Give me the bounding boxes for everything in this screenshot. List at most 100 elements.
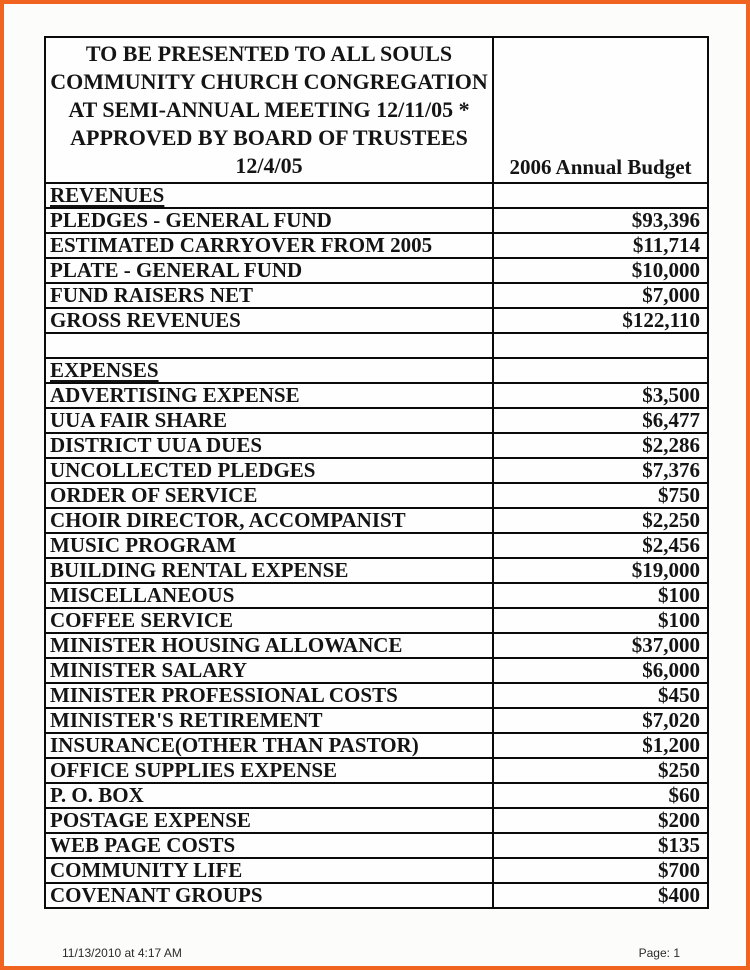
row-value: $37,000 — [492, 632, 709, 659]
row-label: GROSS REVENUES — [44, 307, 494, 334]
row-value: $100 — [492, 607, 709, 634]
row-value: $100 — [492, 582, 709, 609]
table-row: ESTIMATED CARRYOVER FROM 2005 $11,714 — [44, 232, 709, 259]
table-row: MINISTER PROFESSIONAL COSTS $450 — [44, 682, 709, 709]
title-line: TO BE PRESENTED TO ALL SOULS — [85, 41, 453, 66]
row-label: FUND RAISERS NET — [44, 282, 494, 309]
row-value — [492, 357, 709, 384]
table-row: FUND RAISERS NET $7,000 — [44, 282, 709, 309]
table-row: UUA FAIR SHARE $6,477 — [44, 407, 709, 434]
table-row: BUILDING RENTAL EXPENSE $19,000 — [44, 557, 709, 584]
row-label: ESTIMATED CARRYOVER FROM 2005 — [44, 232, 494, 259]
row-value: $19,000 — [492, 557, 709, 584]
footer-page-number: Page: 1 — [638, 946, 680, 960]
document-title: TO BE PRESENTED TO ALL SOULS COMMUNITY C… — [44, 36, 494, 184]
table-row: OFFICE SUPPLIES EXPENSE $250 — [44, 757, 709, 784]
row-value: $10,000 — [492, 257, 709, 284]
row-label: DISTRICT UUA DUES — [44, 432, 494, 459]
row-value: $93,396 — [492, 207, 709, 234]
table-row: MINISTER SALARY $6,000 — [44, 657, 709, 684]
row-value: $1,200 — [492, 732, 709, 759]
table-row: MINISTER HOUSING ALLOWANCE $37,000 — [44, 632, 709, 659]
row-label: REVENUES — [44, 182, 494, 209]
row-label: COMMUNITY LIFE — [44, 857, 494, 884]
row-label: POSTAGE EXPENSE — [44, 807, 494, 834]
table-row: INSURANCE(OTHER THAN PASTOR) $1,200 — [44, 732, 709, 759]
row-value: $7,000 — [492, 282, 709, 309]
row-value: $200 — [492, 807, 709, 834]
row-value: $450 — [492, 682, 709, 709]
row-label: MINISTER HOUSING ALLOWANCE — [44, 632, 494, 659]
row-value — [492, 332, 709, 359]
row-label: WEB PAGE COSTS — [44, 832, 494, 859]
table-row — [44, 332, 709, 359]
row-label: MINISTER SALARY — [44, 657, 494, 684]
footer-timestamp: 11/13/2010 at 4:17 AM — [62, 946, 182, 960]
budget-column-header: 2006 Annual Budget — [492, 36, 709, 184]
table-body: TO BE PRESENTED TO ALL SOULS COMMUNITY C… — [44, 36, 709, 909]
row-value: $135 — [492, 832, 709, 859]
row-label: UUA FAIR SHARE — [44, 407, 494, 434]
row-label: ADVERTISING EXPENSE — [44, 382, 494, 409]
page-footer: 11/13/2010 at 4:17 AM Page: 1 — [4, 946, 746, 960]
table-row: COVENANT GROUPS $400 — [44, 882, 709, 909]
row-value: $750 — [492, 482, 709, 509]
row-label: OFFICE SUPPLIES EXPENSE — [44, 757, 494, 784]
row-label: CHOIR DIRECTOR, ACCOMPANIST — [44, 507, 494, 534]
table-row: MINISTER'S RETIREMENT $7,020 — [44, 707, 709, 734]
row-label: COFFEE SERVICE — [44, 607, 494, 634]
title-line: COMMUNITY CHURCH CONGREGATION — [50, 69, 488, 94]
row-label: PLEDGES - GENERAL FUND — [44, 207, 494, 234]
row-value: $700 — [492, 857, 709, 884]
row-value: $3,500 — [492, 382, 709, 409]
row-label — [44, 332, 494, 359]
row-label: ORDER OF SERVICE — [44, 482, 494, 509]
row-value: $6,000 — [492, 657, 709, 684]
table-row: COMMUNITY LIFE $700 — [44, 857, 709, 884]
row-label: INSURANCE(OTHER THAN PASTOR) — [44, 732, 494, 759]
table-row: PLEDGES - GENERAL FUND $93,396 — [44, 207, 709, 234]
row-value: $2,250 — [492, 507, 709, 534]
budget-table: TO BE PRESENTED TO ALL SOULS COMMUNITY C… — [44, 36, 709, 909]
title-line: 12/4/05 — [235, 153, 303, 178]
table-row: UNCOLLECTED PLEDGES $7,376 — [44, 457, 709, 484]
table-row: REVENUES — [44, 182, 709, 209]
table-row: POSTAGE EXPENSE $200 — [44, 807, 709, 834]
table-row: MISCELLANEOUS $100 — [44, 582, 709, 609]
table-row: ADVERTISING EXPENSE $3,500 — [44, 382, 709, 409]
row-value: $250 — [492, 757, 709, 784]
table-row: GROSS REVENUES $122,110 — [44, 307, 709, 334]
row-label: EXPENSES — [44, 357, 494, 384]
row-value: $7,020 — [492, 707, 709, 734]
table-row: P. O. BOX $60 — [44, 782, 709, 809]
row-label: MINISTER PROFESSIONAL COSTS — [44, 682, 494, 709]
table-row: WEB PAGE COSTS $135 — [44, 832, 709, 859]
row-value: $122,110 — [492, 307, 709, 334]
row-label: COVENANT GROUPS — [44, 882, 494, 909]
table-row: CHOIR DIRECTOR, ACCOMPANIST $2,250 — [44, 507, 709, 534]
row-value: $11,714 — [492, 232, 709, 259]
row-value — [492, 182, 709, 209]
row-label: UNCOLLECTED PLEDGES — [44, 457, 494, 484]
table-row: EXPENSES — [44, 357, 709, 384]
row-value: $2,286 — [492, 432, 709, 459]
row-label: MISCELLANEOUS — [44, 582, 494, 609]
table-row: DISTRICT UUA DUES $2,286 — [44, 432, 709, 459]
table-header-row: TO BE PRESENTED TO ALL SOULS COMMUNITY C… — [44, 36, 709, 184]
row-value: $60 — [492, 782, 709, 809]
table-row: ORDER OF SERVICE $750 — [44, 482, 709, 509]
title-line: AT SEMI-ANNUAL MEETING 12/11/05 * — [68, 97, 470, 122]
table-row: COFFEE SERVICE $100 — [44, 607, 709, 634]
row-value: $2,456 — [492, 532, 709, 559]
row-value: $400 — [492, 882, 709, 909]
table-row: PLATE - GENERAL FUND $10,000 — [44, 257, 709, 284]
budget-sheet: TO BE PRESENTED TO ALL SOULS COMMUNITY C… — [44, 36, 709, 909]
table-row: MUSIC PROGRAM $2,456 — [44, 532, 709, 559]
row-label: MUSIC PROGRAM — [44, 532, 494, 559]
row-value: $7,376 — [492, 457, 709, 484]
row-value: $6,477 — [492, 407, 709, 434]
row-label: P. O. BOX — [44, 782, 494, 809]
row-label: PLATE - GENERAL FUND — [44, 257, 494, 284]
row-label: MINISTER'S RETIREMENT — [44, 707, 494, 734]
